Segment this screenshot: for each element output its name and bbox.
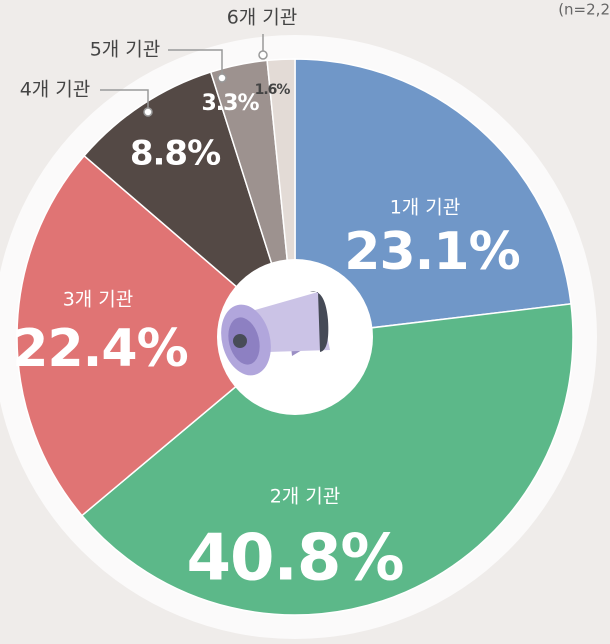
category-label: 2개 기관 [270, 486, 341, 508]
pie-slice [16, 154, 297, 517]
value-label: 23.1% [344, 222, 519, 282]
leader-line [168, 49, 223, 78]
leader-line [100, 89, 149, 112]
category-label: 5개 기관 [90, 39, 161, 61]
value-label: 22.4% [12, 319, 187, 379]
slices [16, 58, 574, 616]
leader-dot [217, 73, 227, 83]
pie-slice [294, 58, 572, 338]
category-label: 4개 기관 [20, 79, 91, 101]
subtitle: (n=2,2 [558, 1, 610, 19]
pie-slice [80, 303, 574, 616]
value-label: 8.8% [130, 134, 220, 174]
category-label: 3개 기관 [63, 289, 134, 311]
value-label: 3.3% [201, 91, 259, 116]
value-label: 1.6% [255, 82, 291, 98]
megaphone-icon [221, 291, 330, 376]
leader-dot [258, 50, 268, 60]
category-label: 6개 기관 [227, 7, 298, 29]
pie-slice [83, 71, 297, 340]
value-label: 40.8% [186, 522, 403, 596]
category-label: 1개 기관 [390, 197, 461, 219]
leader-dot [143, 107, 153, 117]
